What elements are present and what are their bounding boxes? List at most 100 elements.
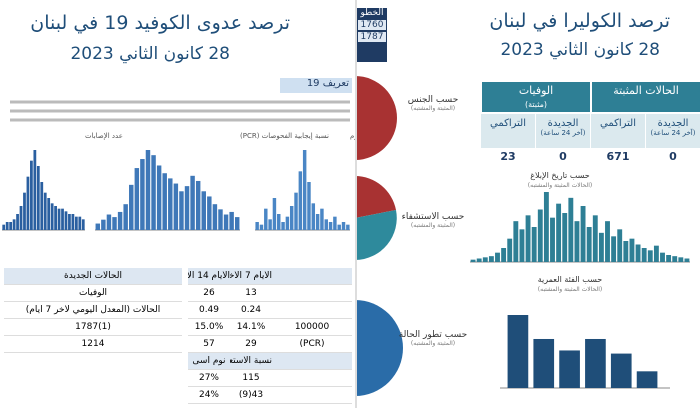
bar (40, 182, 44, 230)
table-value: 0 (559, 150, 567, 163)
bar (586, 227, 592, 262)
cholera-table: الحالات المثبتة الوفيات (مثبتة) الجديدة (آخر… (480, 82, 700, 168)
bar (234, 217, 240, 230)
side-cell: الحالات الجديدة (64, 271, 122, 281)
bar (678, 257, 684, 262)
bar (289, 206, 294, 230)
bar (302, 150, 307, 230)
bar (281, 222, 285, 230)
bar (212, 204, 218, 230)
col-label: الجديدة (657, 118, 689, 129)
bar (585, 338, 606, 388)
bar (268, 219, 272, 230)
bar (151, 155, 156, 230)
table-row: 43(9) 24% (188, 387, 352, 404)
bar (68, 214, 71, 230)
bar (255, 222, 259, 230)
bar (43, 192, 47, 230)
table-row: (PCR) 29 57 (188, 336, 352, 353)
chart-title: نسبة إيجابية الفحوصات (PCR) (240, 132, 329, 140)
table-cell: 43(9) (238, 390, 264, 400)
table-row: الحالات (المعدل اليومي لآخر 7 أيام) (4, 302, 182, 319)
covid-table: الأيام 7 الأخيرةالأيام 14 الأخيرة 13 26 0.2… (188, 268, 352, 404)
section-label: حسب الجنس (المثبتة والمشتبه) (398, 95, 468, 112)
side-cell: الوفيات (78, 288, 108, 298)
bar (26, 176, 30, 230)
side-cell: (1)1787 (75, 322, 111, 332)
section-note: (المثبتة والمشتبه) (410, 222, 456, 229)
row-label: (PCR) (299, 339, 325, 349)
side-table: الحالات الجديدة الوفيات الحالات (المعدل ال… (4, 268, 182, 353)
pie-hosp-a (355, 176, 396, 218)
table-cell: 14.1% (236, 322, 266, 332)
bar (101, 219, 106, 230)
group-header: الوفيات (مثبتة) (482, 82, 590, 112)
value-row: 0 671 0 23 (480, 150, 700, 168)
bar (16, 214, 19, 230)
bar (507, 238, 513, 262)
chart-title: حسب الفئة العمرية (538, 275, 603, 284)
bar (533, 338, 555, 388)
bar (229, 211, 234, 230)
table-cell: 15.0% (194, 322, 224, 332)
table-row: 1214 (4, 336, 182, 353)
bar (568, 197, 574, 262)
bar (5, 222, 9, 230)
bar (328, 222, 333, 230)
bar (324, 219, 328, 230)
covid-charts: عدد الإصابات نسبة إيجابية الفحوصات (PCR) ا… (2, 132, 355, 231)
badge-value: 1760 (358, 20, 386, 30)
bar (64, 211, 68, 230)
badge-value: 1787 (358, 32, 386, 42)
table-row: الحالات الجديدة (4, 268, 182, 285)
bar (207, 196, 212, 230)
bar (23, 192, 26, 230)
bar (341, 222, 346, 230)
table-row: 13 26 (188, 285, 352, 302)
bar (562, 213, 568, 262)
bar (47, 198, 51, 230)
section-title: حسب الاستشفاء (401, 212, 465, 222)
bar (507, 315, 529, 388)
header-cell: الأيام 7 الأخيرة (230, 271, 272, 281)
covid-date: 28 كانون الثاني 2023 (70, 44, 230, 64)
bar (78, 216, 82, 230)
table-cell: 0.24 (240, 305, 262, 315)
bar (320, 208, 324, 230)
table-cell: 26 (203, 288, 215, 298)
bar (117, 211, 123, 230)
section-note: (المثبتة والمشتبه) (410, 105, 456, 112)
badge-label: الخطو (360, 8, 384, 18)
cholera-title: ترصد الكوليرا في لبنان (489, 10, 670, 32)
col-label: التراكمي (599, 118, 636, 129)
col-note: (آخر 24 ساعة) (540, 129, 586, 137)
bar (543, 192, 549, 262)
bar (592, 215, 598, 262)
bar (605, 221, 610, 262)
section-title: حسب الجنس (407, 95, 459, 105)
bar (259, 224, 264, 230)
bar (123, 204, 128, 230)
bar (617, 229, 623, 262)
pie-sex (355, 76, 397, 160)
col-header: الجديدة (آخر 24 ساعة) (536, 114, 590, 148)
covid-title: ترصد عدوى الكوفيد 19 في لبنان (30, 12, 290, 34)
col-note: (آخر 24 ساعة) (650, 129, 696, 137)
bar (629, 238, 635, 262)
bar (623, 241, 629, 262)
header-cell: الأيام 14 الأخيرة (188, 271, 230, 281)
table-row: الوفيات (4, 285, 182, 302)
bar (36, 166, 40, 230)
bar (610, 353, 632, 388)
bar (346, 224, 350, 230)
bar (223, 214, 229, 230)
bar (162, 173, 167, 230)
bar (501, 248, 507, 262)
bar (61, 208, 64, 230)
col-header: التراكمي (591, 114, 645, 148)
table-row: الأيام 7 الأخيرةالأيام 14 الأخيرة (188, 268, 352, 285)
bar (519, 229, 525, 262)
bar (195, 180, 201, 230)
table-cell: 13 (245, 288, 257, 298)
side-cell: الحالات (المعدل اليومي لآخر 7 أيام) (25, 305, 161, 315)
